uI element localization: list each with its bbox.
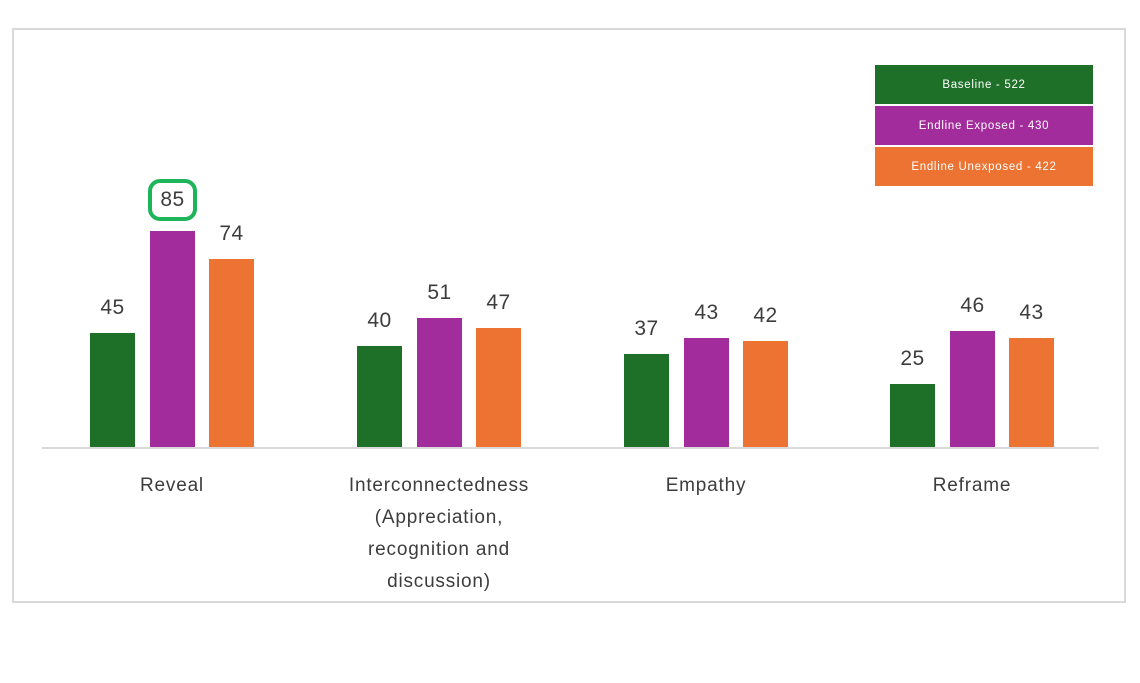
legend-item-endline-unexposed: Endline Unexposed - 422	[875, 147, 1093, 186]
bar	[1009, 338, 1054, 448]
legend-label: Baseline - 522	[942, 78, 1026, 91]
highlight-outline: 85	[148, 179, 197, 221]
x-axis-label: Empathy	[665, 475, 747, 496]
legend-item-endline-exposed: Endline Exposed - 430	[875, 106, 1093, 145]
bar	[624, 354, 669, 448]
bar	[417, 318, 462, 448]
bar-value-label: 47	[486, 291, 511, 314]
bar-value-label: 40	[367, 309, 392, 332]
chart-container: 45 85 74 40 51 47 37 43 42 25 46 43 Reveal Interconn…	[12, 28, 1126, 603]
bar-value-label: 74	[219, 222, 244, 245]
bar	[90, 333, 135, 448]
legend-label: Endline Exposed - 430	[918, 119, 1050, 132]
bar-value-label: 42	[753, 304, 778, 327]
plot-area: 45 85 74 40 51 47 37 43 42 25 46 43	[14, 30, 1124, 448]
legend-label: Endline Unexposed - 422	[911, 160, 1057, 173]
bar-value-label: 43	[1019, 301, 1044, 324]
bar-value-label: 25	[900, 347, 925, 370]
x-axis-label: Reframe	[932, 475, 1012, 496]
bar-value-label: 43	[694, 301, 719, 324]
bar-value-label: 37	[634, 317, 659, 340]
bar-value-label: 85	[140, 179, 205, 221]
bar-value-label: 45	[100, 296, 125, 319]
bar	[950, 331, 995, 448]
bar	[890, 384, 935, 448]
bar	[743, 341, 788, 448]
x-axis-label: Reveal	[140, 475, 204, 496]
x-axis-line	[42, 447, 1099, 449]
bar	[476, 328, 521, 448]
chart-legend: Baseline - 522 Endline Exposed - 430 End…	[875, 65, 1093, 188]
bar-value-label: 51	[427, 281, 452, 304]
legend-item-baseline: Baseline - 522	[875, 65, 1093, 104]
bar	[209, 259, 254, 448]
bar	[150, 231, 195, 448]
bar	[357, 346, 402, 448]
bar	[684, 338, 729, 448]
bar-value-label: 46	[960, 294, 985, 317]
x-axis-label: Interconnectedness (Appreciation, recogn…	[348, 475, 530, 592]
